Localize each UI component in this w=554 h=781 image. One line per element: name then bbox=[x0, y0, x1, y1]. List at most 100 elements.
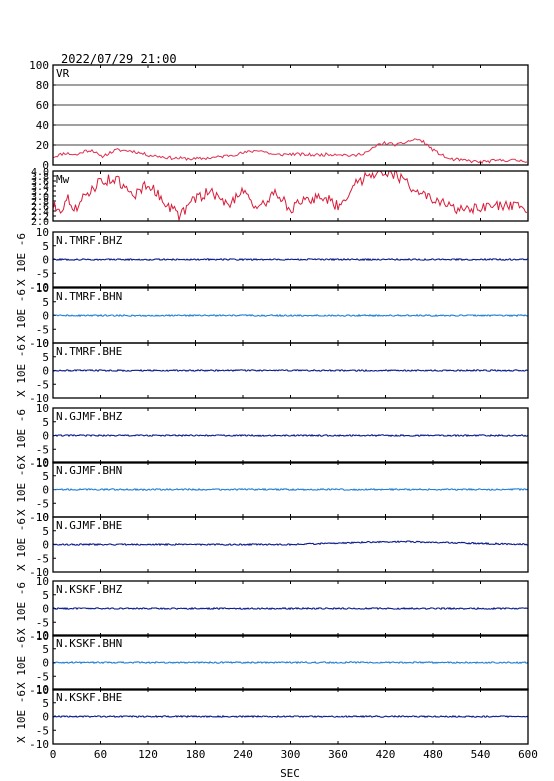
y-unit-label: X 10E -6 bbox=[15, 690, 28, 743]
x-axis-title: SEC bbox=[280, 767, 300, 780]
y-tick-label: 5 bbox=[42, 351, 49, 364]
y-tick-label: 2.8 bbox=[31, 197, 49, 208]
y-tick-label: 5 bbox=[42, 643, 49, 656]
y-unit-label: X 10E -6 bbox=[15, 233, 28, 286]
y-tick-label: -5 bbox=[36, 670, 49, 683]
panel-label: VR bbox=[56, 67, 70, 80]
y-tick-label: 0 bbox=[42, 430, 49, 443]
y-tick-label: 3.8 bbox=[31, 172, 49, 183]
y-tick-label: -10 bbox=[29, 566, 49, 579]
y-tick-label: 0 bbox=[42, 159, 49, 172]
y-tick-label: -5 bbox=[36, 552, 49, 565]
y-tick-label: 10 bbox=[36, 575, 49, 588]
panel-label: N.GJMF.BHE bbox=[56, 519, 122, 532]
y-tick-label: 2.0 bbox=[31, 217, 49, 228]
series-line bbox=[52, 313, 529, 318]
y-tick-label: 80 bbox=[36, 79, 49, 92]
y-tick-label: -5 bbox=[36, 497, 49, 510]
y-tick-label: 0 bbox=[42, 657, 49, 670]
y-tick-label: -10 bbox=[29, 392, 49, 405]
panel-label: N.GJMF.BHZ bbox=[56, 410, 123, 423]
y-unit-label: X 10E -6 bbox=[15, 518, 28, 571]
y-tick-label: 3.2 bbox=[31, 187, 49, 198]
y-tick-label: -5 bbox=[36, 323, 49, 336]
x-tick-label: 600 bbox=[518, 748, 538, 761]
series-line bbox=[52, 660, 529, 665]
series-line bbox=[52, 170, 528, 221]
y-tick-label: 5 bbox=[42, 416, 49, 429]
panel-vr: 100 80 60 40 20 0 VR bbox=[29, 59, 529, 172]
x-tick-label: 480 bbox=[423, 748, 443, 761]
series-line bbox=[52, 606, 529, 611]
panel-label: N.KSKF.BHN bbox=[56, 637, 122, 650]
y-tick-label: 3.0 bbox=[31, 192, 49, 203]
x-tick-label: 240 bbox=[233, 748, 253, 761]
y-tick-label: 0 bbox=[42, 365, 49, 378]
y-tick-label: -5 bbox=[36, 378, 49, 391]
panel-frame bbox=[52, 688, 529, 745]
y-tick-label: -10 bbox=[29, 684, 49, 697]
series-line bbox=[52, 714, 529, 719]
x-tick-label: 540 bbox=[471, 748, 491, 761]
series-line bbox=[52, 257, 529, 262]
panel-label: N.TMRF.BHZ bbox=[56, 234, 123, 247]
panel-frame bbox=[52, 516, 529, 573]
y-tick-label: 40 bbox=[36, 119, 49, 132]
series-line bbox=[52, 138, 528, 165]
y-tick-label: 10 bbox=[36, 511, 49, 524]
y-tick-label: 5 bbox=[42, 525, 49, 538]
y-tick-label: -5 bbox=[36, 724, 49, 737]
y-tick-label: 10 bbox=[36, 226, 49, 239]
y-tick-label: -10 bbox=[29, 630, 49, 643]
timestamp-header: 2022/07/29 21:00 bbox=[61, 52, 177, 66]
y-unit-label: X 10E -6 bbox=[15, 636, 28, 689]
x-tick-label: 420 bbox=[376, 748, 396, 761]
y-tick-label: 3.6 bbox=[31, 177, 49, 188]
y-tick-label: -5 bbox=[36, 443, 49, 456]
panel-label: N.GJMF.BHN bbox=[56, 464, 122, 477]
y-tick-label: 0 bbox=[42, 603, 49, 616]
series-line bbox=[52, 487, 529, 492]
y-tick-label: 60 bbox=[36, 99, 49, 112]
y-unit-label: X 10E -6 bbox=[15, 289, 28, 342]
y-tick-label: 4.0 bbox=[31, 167, 49, 178]
x-tick-label: 360 bbox=[328, 748, 348, 761]
y-tick-label: 5 bbox=[42, 296, 49, 309]
panel-label: N.TMRF.BHE bbox=[56, 345, 122, 358]
y-tick-label: 5 bbox=[42, 697, 49, 710]
y-tick-label: 2.2 bbox=[31, 212, 49, 223]
panel-label: Mw bbox=[56, 173, 70, 186]
y-tick-label: -5 bbox=[36, 267, 49, 280]
y-unit-label: X 10E -6 bbox=[15, 463, 28, 516]
series-line bbox=[52, 433, 529, 438]
y-tick-label: -10 bbox=[29, 337, 49, 350]
y-unit-label: X 10E -6 bbox=[15, 344, 28, 397]
series-line bbox=[52, 540, 529, 547]
y-tick-label: 20 bbox=[36, 139, 49, 152]
panel-label: N.KSKF.BHE bbox=[56, 691, 122, 704]
y-unit-label: X 10E -6 bbox=[15, 582, 28, 635]
y-tick-label: 5 bbox=[42, 470, 49, 483]
y-tick-label: 2.6 bbox=[31, 202, 49, 213]
panel-frame bbox=[52, 64, 529, 166]
y-tick-label: -10 bbox=[29, 738, 49, 751]
y-tick-label: 0 bbox=[42, 484, 49, 497]
y-tick-label: 5 bbox=[42, 589, 49, 602]
y-tick-label: 2.4 bbox=[31, 207, 49, 218]
series-line bbox=[52, 368, 529, 373]
panel-frame bbox=[52, 231, 529, 288]
y-tick-label: 3.4 bbox=[31, 182, 49, 193]
y-tick-label: -10 bbox=[29, 511, 49, 524]
x-tick-label: 0 bbox=[50, 748, 57, 761]
y-tick-label: 10 bbox=[36, 456, 49, 469]
panel-frame bbox=[52, 342, 529, 399]
